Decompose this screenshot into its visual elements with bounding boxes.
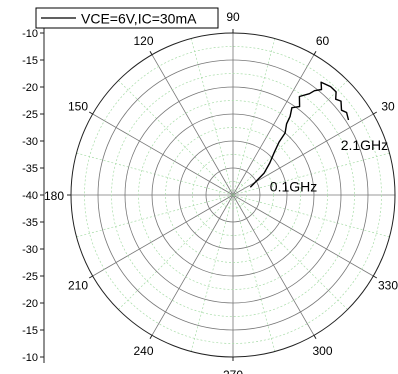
radial-tick-label-upper: -35	[22, 163, 38, 175]
angle-tick-label: 300	[312, 344, 332, 358]
polar-grid	[40, 27, 396, 363]
angle-tick-label: 330	[378, 279, 398, 293]
legend-entry-label: VCE=6V,IC=30mA	[81, 11, 197, 27]
radial-tick-label-lower: -30	[22, 244, 38, 256]
minor-ring	[219, 181, 247, 209]
radial-tick-label-lower: -10	[22, 352, 38, 364]
major-ring	[151, 113, 315, 277]
radial-tick-label-upper: -20	[22, 82, 38, 94]
angle-tick-label: 270	[223, 368, 243, 374]
radial-tick-label-lower: -25	[22, 271, 38, 283]
radial-tick-label-lower: -35	[22, 217, 38, 229]
radial-tick-label-upper: -25	[22, 109, 38, 121]
legend-box	[35, 7, 219, 29]
minor-ring	[192, 154, 274, 236]
major-ring	[124, 86, 342, 304]
series-line	[249, 81, 350, 188]
angle-tick-mark	[313, 50, 317, 55]
minor-ring	[165, 127, 301, 263]
radial-tick-label-upper: -10	[22, 28, 38, 40]
radial-tick-label-lower: -40	[22, 190, 38, 202]
radial-tick-label-lower: -15	[22, 325, 38, 337]
legend: VCE=6V,IC=30mA	[35, 7, 219, 29]
angle-tick-mark	[88, 111, 93, 115]
angle-tick-label: 240	[133, 344, 153, 358]
angle-tick-mark	[149, 50, 153, 55]
angle-tick-label: 30	[381, 100, 395, 114]
minor-ring	[84, 46, 382, 344]
radial-tick-label-lower: -20	[22, 298, 38, 310]
angle-tick-label: 60	[316, 34, 330, 48]
angle-tick-label: 90	[226, 10, 240, 24]
minor-ring	[138, 100, 328, 290]
radial-tick-label-upper: -30	[22, 136, 38, 148]
angle-tick-mark	[373, 275, 378, 279]
angle-tick-mark	[149, 335, 153, 340]
angle-tick-mark	[88, 275, 93, 279]
angle-tick-label: 210	[68, 279, 88, 293]
annotation-label: 0.1GHz	[270, 179, 317, 195]
angle-tick-label: 120	[133, 34, 153, 48]
label-layer: 30 60 90 120 150 180 210 240 270 300 330 -10 -15 -20 -…	[22, 10, 398, 374]
annotation-label: 2.1GHz	[341, 137, 388, 153]
series-layer	[249, 81, 350, 188]
angle-tick-mark	[373, 111, 378, 115]
minor-ring	[111, 73, 355, 317]
major-ring	[205, 167, 261, 223]
major-ring	[178, 140, 288, 250]
angle-tick-mark	[313, 335, 317, 340]
angle-tick-label: 180	[44, 189, 64, 203]
radial-tick-label-upper: -15	[22, 55, 38, 67]
major-ring	[97, 59, 369, 331]
angle-tick-label: 150	[68, 100, 88, 114]
